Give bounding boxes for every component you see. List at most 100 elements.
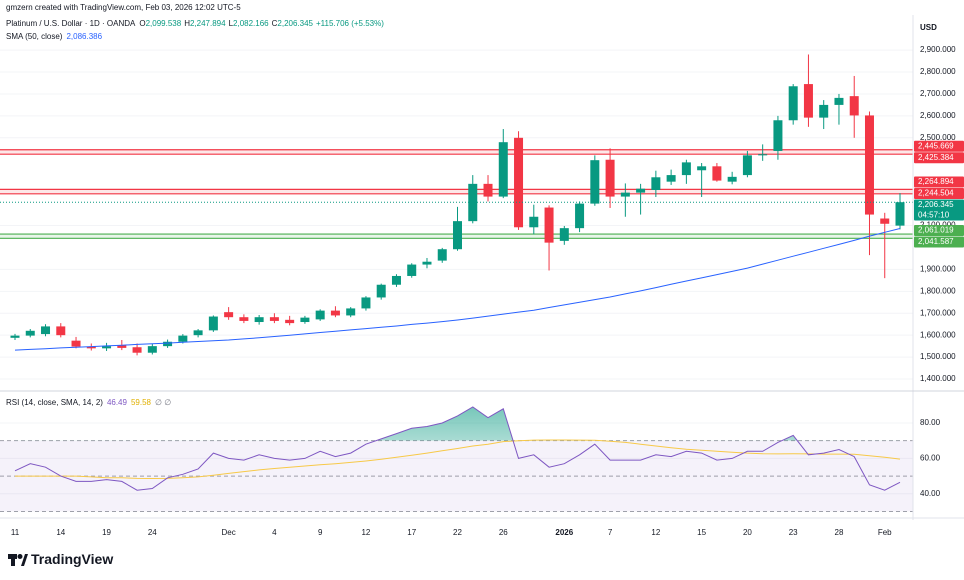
candle-body — [285, 319, 295, 324]
candle-body — [178, 335, 188, 342]
y-tick-label: 60.00 — [920, 453, 941, 462]
sma-value: 2,086.386 — [66, 32, 102, 41]
candle-body — [620, 192, 630, 197]
ohlc-value: 2,206.345 — [277, 19, 313, 28]
candle-body — [483, 183, 493, 197]
x-tick-label: 20 — [743, 528, 752, 537]
candle-body — [132, 347, 142, 353]
price-tag — [914, 140, 964, 152]
ohlc-label: L — [229, 19, 234, 28]
x-tick-label: 9 — [318, 528, 323, 537]
x-tick-label: 26 — [499, 528, 508, 537]
ohlc-value: 2,082.166 — [233, 19, 269, 28]
candle-body — [864, 115, 874, 215]
rsi-legend: RSI (14, close, SMA, 14, 2) 46.49 59.58 ∅ ∅ — [6, 398, 171, 407]
candle-body — [117, 345, 127, 348]
x-tick-label: 24 — [148, 528, 157, 537]
price-tag-label: 2,061.019 — [918, 226, 954, 235]
sma-legend: SMA (50, close) 2,086.386 — [6, 32, 103, 41]
y-tick-label: 1,500.000 — [920, 352, 956, 361]
candle-body — [254, 317, 264, 323]
candle-body — [468, 183, 478, 222]
candle-body — [514, 137, 524, 228]
price-tag-label: 2,206.345 — [918, 200, 954, 209]
y-tick-label: 2,700.000 — [920, 89, 956, 98]
ohlc-label: C — [272, 19, 278, 28]
ohlc-value: 2,247.894 — [190, 19, 226, 28]
currency: USD — [920, 23, 937, 32]
candle-body — [407, 264, 417, 276]
candle-body — [742, 155, 752, 176]
candle-body — [651, 177, 661, 190]
x-tick-label: 22 — [453, 528, 462, 537]
candle-body — [361, 297, 371, 309]
rsi-value: 46.49 — [107, 398, 128, 407]
y-tick-label: 2,800.000 — [920, 67, 956, 76]
candle-body — [666, 175, 676, 182]
candle-body — [102, 346, 112, 349]
price-tag-label: 2,264.894 — [918, 177, 954, 186]
candle-body — [10, 335, 20, 338]
rsi-line — [15, 439, 901, 480]
sma-line — [14, 228, 901, 351]
candle-body — [529, 216, 539, 228]
candle-body — [437, 249, 447, 261]
price-tag — [914, 236, 964, 248]
y-tick-label: 2,900.000 — [920, 45, 956, 54]
x-tick-label: 17 — [407, 528, 416, 537]
rsi-line — [14, 406, 901, 491]
price-tag — [914, 199, 964, 221]
candle-body — [880, 218, 890, 224]
candle-body — [391, 275, 401, 285]
x-tick-label: 12 — [361, 528, 370, 537]
candle-body — [25, 330, 35, 336]
ohlc-value: 2,099.538 — [146, 19, 182, 28]
candle-body — [269, 317, 279, 321]
x-tick-label: Feb — [878, 528, 892, 537]
candle-body — [849, 96, 859, 116]
rsi-extra: ∅ ∅ — [155, 398, 171, 407]
rsi-title: RSI (14, close, SMA, 14, 2) — [6, 398, 103, 407]
x-tick-label: Dec — [222, 528, 236, 537]
candle-body — [773, 120, 783, 151]
candle-body — [86, 346, 96, 349]
price-tag-label: 2,041.587 — [918, 237, 954, 246]
y-tick-label: 40.00 — [920, 489, 941, 498]
candle-body — [803, 84, 813, 118]
credit: gmzern created with TradingView.com, Feb… — [6, 3, 241, 12]
x-tick-label: 7 — [608, 528, 613, 537]
price-tag-label: 04:57:10 — [918, 210, 950, 219]
candle-body — [346, 308, 356, 316]
price-tag — [914, 224, 964, 236]
x-tick-label: 15 — [697, 528, 706, 537]
candle-body — [422, 261, 432, 265]
y-tick-label: 1,800.000 — [920, 286, 956, 295]
candle-body — [71, 340, 81, 347]
x-tick-label: 12 — [651, 528, 660, 537]
ohlc-label: O — [139, 19, 145, 28]
price-tag — [914, 187, 964, 199]
overbought-fill — [15, 407, 900, 441]
y-tick-label: 1,700.000 — [920, 308, 956, 317]
candle-body — [239, 317, 249, 321]
symbol: Platinum / U.S. Dollar · 1D · OANDA — [6, 19, 136, 28]
y-tick-label: 1,900.000 — [920, 264, 956, 273]
price-tag-label: 2,244.504 — [918, 189, 954, 198]
y-tick-label: 2,600.000 — [920, 111, 956, 120]
candle-body — [758, 154, 768, 156]
candle-body — [56, 326, 66, 336]
x-tick-label: 23 — [789, 528, 798, 537]
x-tick-label: 28 — [835, 528, 844, 537]
candle-body — [575, 203, 585, 229]
candle-body — [498, 142, 508, 197]
price-tag — [914, 176, 964, 188]
zone-fill — [0, 189, 913, 194]
candle-body — [330, 310, 340, 316]
candle-body — [895, 202, 905, 226]
y-tick-label: 2,500.000 — [920, 133, 956, 142]
candle-body — [819, 104, 829, 118]
price-tag-label: 2,425.384 — [918, 153, 954, 162]
candle-body — [681, 162, 691, 176]
